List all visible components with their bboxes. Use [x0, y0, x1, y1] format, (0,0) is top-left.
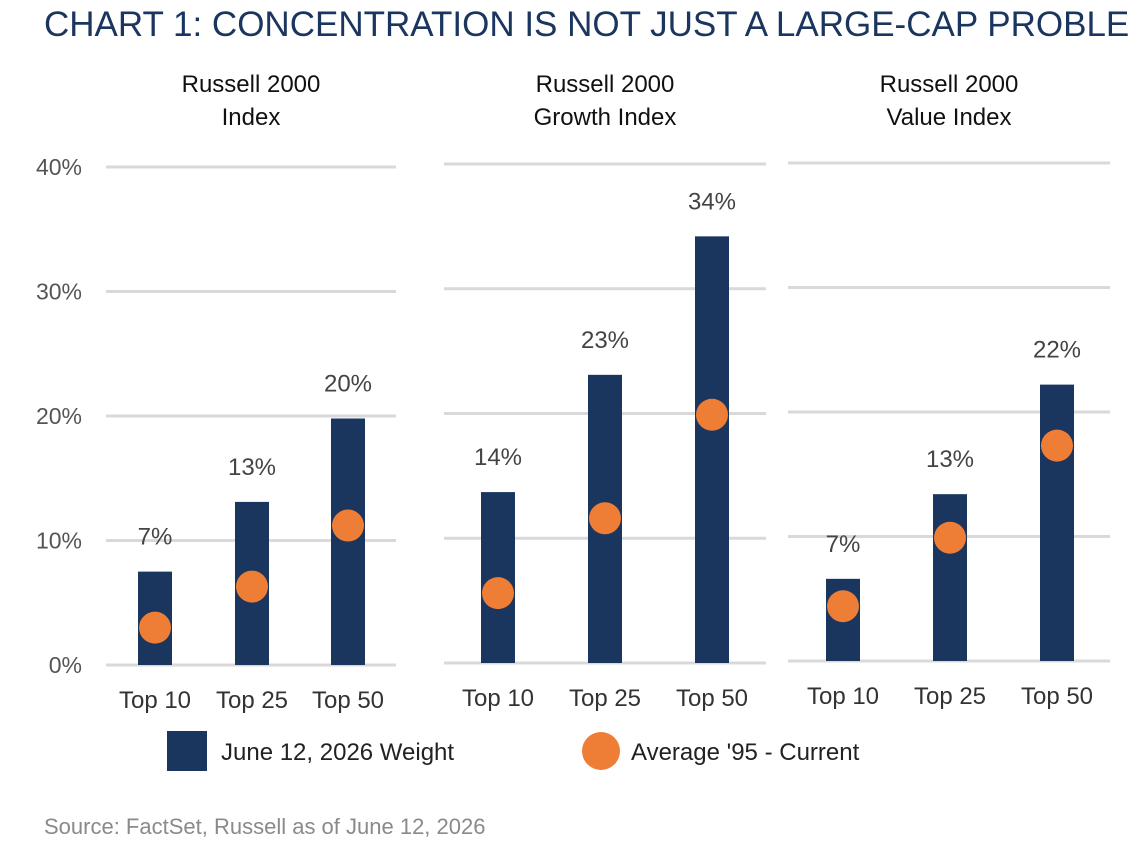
data-label: 13% — [926, 446, 974, 473]
average-dot — [696, 398, 728, 431]
data-label: 22% — [1033, 337, 1081, 364]
category-label: Top 25 — [216, 687, 288, 714]
y-tick-label: 30% — [36, 279, 82, 305]
category-label: Top 50 — [312, 687, 384, 714]
average-dot — [934, 521, 966, 554]
legend-label: June 12, 2026 Weight — [221, 739, 454, 766]
y-axis: 0% 10% 20% 30% 40% — [36, 154, 82, 678]
category-label: Top 25 — [914, 683, 986, 710]
data-label: 34% — [688, 188, 736, 215]
panel-title: Growth Index — [534, 104, 677, 131]
y-tick-label: 20% — [36, 403, 82, 429]
category-label: Top 50 — [1021, 683, 1093, 710]
y-tick-label: 10% — [36, 528, 82, 554]
average-dot — [1041, 429, 1073, 462]
data-label: 7% — [826, 531, 861, 558]
data-label: 13% — [228, 454, 276, 481]
category-label: Top 10 — [462, 685, 534, 712]
panel-title: Value Index — [887, 104, 1012, 131]
average-dot — [236, 570, 268, 603]
data-label: 20% — [324, 370, 372, 397]
chart-title: CHART 1: CONCENTRATION IS NOT JUST A LAR… — [44, 5, 1128, 44]
panel: Russell 2000 Growth Index 14% Top 10 23% Top … — [444, 71, 766, 712]
category-label: Top 10 — [807, 683, 879, 710]
y-tick-label: 0% — [49, 652, 82, 678]
legend-label: Average '95 - Current — [631, 739, 860, 766]
category-label: Top 25 — [569, 685, 641, 712]
average-dot — [139, 611, 171, 644]
chart-panels: Russell 2000 Index 7% Top 10 13% Top 25 20% Top… — [106, 71, 1110, 714]
category-label: Top 10 — [119, 687, 191, 714]
bar — [1040, 384, 1074, 661]
data-label: 23% — [581, 327, 629, 354]
average-dot — [332, 509, 364, 542]
average-dot — [827, 590, 859, 623]
average-dot — [589, 502, 621, 535]
average-dot — [482, 577, 514, 610]
panel: Russell 2000 Index 7% Top 10 13% Top 25 20% Top… — [106, 71, 396, 714]
data-label: 7% — [138, 524, 173, 551]
y-tick-label: 40% — [36, 154, 82, 180]
bar — [933, 494, 967, 661]
bar — [331, 418, 365, 665]
panel-title: Index — [222, 104, 281, 131]
panel: Russell 2000 Value Index 7% Top 10 13% Top 25… — [788, 71, 1110, 710]
data-label: 14% — [474, 444, 522, 471]
legend-circle-icon — [582, 732, 620, 770]
legend: June 12, 2026 Weight Average '95 - Curren… — [167, 731, 860, 771]
source-note: Source: FactSet, Russell as of June 12, … — [44, 814, 485, 839]
category-label: Top 50 — [676, 685, 748, 712]
panel-title: Russell 2000 — [880, 71, 1019, 98]
panel-title: Russell 2000 — [182, 71, 321, 98]
legend-square-icon — [167, 731, 207, 771]
bar — [695, 236, 729, 664]
panel-title: Russell 2000 — [536, 71, 675, 98]
